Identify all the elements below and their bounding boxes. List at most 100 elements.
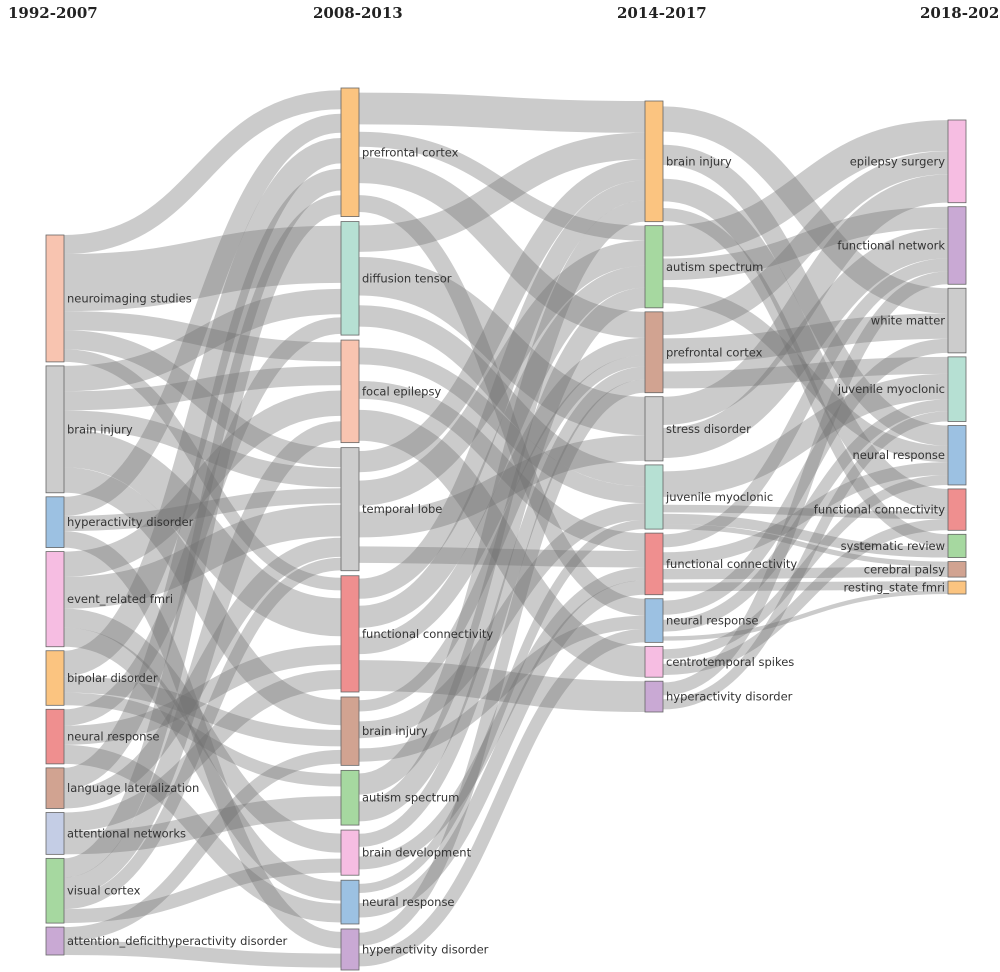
node-c3-functional-network[interactable]	[947, 206, 967, 285]
link-c1-focal-epilepsy-to-c2-juvenile-myoclonic[interactable]	[358, 347, 646, 504]
link-c2-juvenile-myoclonic-to-c3-functional-connectivity[interactable]	[662, 504, 949, 520]
node-c2-functional-connectivity[interactable]	[644, 532, 664, 596]
link-c0-neuroimaging-studies-to-c1-temporal-lobe[interactable]	[63, 330, 342, 468]
link-c0-visual-cortex-to-c1-temporal-lobe[interactable]	[63, 557, 342, 910]
link-c1-diffusion-tensor-to-c2-brain-injury[interactable]	[358, 132, 646, 252]
link-c2-hyperactivity-disorder-to-c3-juvenile-myoclonic[interactable]	[662, 411, 949, 710]
link-c2-stress-disorder-to-c3-epilepsy-surgery[interactable]	[662, 174, 949, 425]
link-c0-event-related-fmri-to-c1-temporal-lobe[interactable]	[63, 504, 342, 609]
link-c1-prefrontal-cortex-to-c2-neural-response[interactable]	[358, 195, 646, 616]
link-c2-juvenile-myoclonic-to-c3-cerebral-palsy[interactable]	[662, 523, 949, 567]
node-c1-focal-epilepsy[interactable]	[340, 339, 360, 444]
link-c0-hyperactivity-disorder-to-c1-hyperactivity-disorder[interactable]	[63, 531, 342, 949]
node-c0-language-lateralization[interactable]	[45, 767, 65, 809]
node-c3-epilepsy-surgery[interactable]	[947, 119, 967, 204]
link-c1-functional-connectivity-to-c2-hyperactivity-disorder[interactable]	[358, 660, 646, 712]
link-c2-prefrontal-cortex-to-c3-juvenile-myoclonic[interactable]	[662, 356, 949, 389]
node-c3-white-matter[interactable]	[947, 287, 967, 354]
link-c1-prefrontal-cortex-to-c2-autism-spectrum[interactable]	[358, 131, 646, 241]
link-c1-brain-injury-to-c2-juvenile-myoclonic[interactable]	[358, 503, 646, 739]
link-c2-centrotemporal-spikes-to-c3-neural-response[interactable]	[662, 475, 949, 659]
link-c2-brain-injury-to-c3-functional-connectivity[interactable]	[662, 178, 949, 512]
node-c1-brain-injury[interactable]	[340, 696, 360, 766]
node-c2-neural-response[interactable]	[644, 598, 664, 643]
link-c0-neuroimaging-studies-to-c1-diffusion-tensor[interactable]	[63, 225, 342, 312]
node-c0-neuroimaging-studies[interactable]	[45, 234, 65, 363]
link-c2-brain-injury-to-c3-systematic-review[interactable]	[662, 208, 949, 548]
link-c2-juvenile-myoclonic-to-c3-systematic-review[interactable]	[662, 513, 949, 558]
link-c2-autism-spectrum-to-c3-epilepsy-surgery[interactable]	[662, 120, 949, 257]
node-c3-neural-response[interactable]	[947, 425, 967, 486]
link-c1-hyperactivity-disorder-to-c2-prefrontal-cortex[interactable]	[358, 379, 646, 946]
link-c1-prefrontal-cortex-to-c2-brain-injury[interactable]	[358, 92, 646, 133]
link-c0-brain-injury-to-c1-functional-connectivity[interactable]	[63, 429, 342, 637]
link-c1-autism-spectrum-to-c2-brain-injury[interactable]	[357, 200, 647, 795]
link-c1-temporal-lobe-to-c2-autism-spectrum[interactable]	[358, 240, 646, 506]
link-c1-brain-injury-to-c2-neural-response[interactable]	[358, 615, 646, 762]
link-c1-hyperactivity-disorder-to-c2-neural-response[interactable]	[358, 629, 646, 967]
link-c0-event-related-fmri-to-c1-neural-response[interactable]	[63, 627, 342, 901]
link-c0-brain-injury-to-c1-brain-injury[interactable]	[63, 467, 342, 726]
link-c2-centrotemporal-spikes-to-c3-functional-connectivity[interactable]	[662, 519, 949, 676]
node-c0-attentional-networks[interactable]	[45, 812, 65, 855]
node-c0-neural-response[interactable]	[45, 708, 65, 765]
node-c0-visual-cortex[interactable]	[45, 857, 65, 924]
link-c0-bipolar-disorder-to-c1-brain-injury[interactable]	[63, 676, 342, 747]
link-c1-focal-epilepsy-to-c2-centrotemporal-spikes[interactable]	[358, 409, 646, 678]
node-c3-systematic-review[interactable]	[947, 533, 967, 558]
link-c0-adhd-to-c1-brain-injury[interactable]	[63, 749, 342, 942]
link-c1-brain-development-to-c2-functional-connectivity[interactable]	[358, 567, 646, 870]
link-c2-prefrontal-cortex-to-c3-epilepsy-surgery[interactable]	[662, 151, 949, 335]
link-c1-focal-epilepsy-to-c2-functional-connectivity[interactable]	[358, 380, 646, 552]
node-c1-prefrontal-cortex[interactable]	[340, 87, 360, 217]
link-c1-diffusion-tensor-to-c2-stress-disorder[interactable]	[358, 257, 646, 436]
link-c0-language-lateralization-to-c1-temporal-lobe[interactable]	[63, 537, 342, 809]
link-c2-neural-response-to-c3-white-matter[interactable]	[662, 338, 949, 615]
link-c0-visual-cortex-to-c1-brain-development[interactable]	[63, 858, 342, 924]
link-c1-functional-connectivity-to-c2-prefrontal-cortex[interactable]	[358, 337, 646, 655]
node-c2-stress-disorder[interactable]	[644, 396, 664, 462]
link-c2-functional-connectivity-to-c3-neural-response[interactable]	[662, 462, 949, 566]
link-c0-neuroimaging-studies-to-c1-prefrontal-cortex[interactable]	[63, 90, 342, 255]
node-c0-bipolar-disorder[interactable]	[45, 650, 65, 706]
link-c1-functional-connectivity-to-c2-autism-spectrum[interactable]	[358, 265, 646, 628]
link-c1-functional-connectivity-to-c2-brain-injury[interactable]	[358, 180, 646, 599]
node-c2-brain-injury[interactable]	[644, 100, 664, 223]
link-c0-visual-cortex-to-c1-focal-epilepsy[interactable]	[63, 421, 342, 897]
link-c2-stress-disorder-to-c3-functional-network[interactable]	[662, 228, 949, 459]
link-c1-temporal-lobe-to-c2-brain-injury[interactable]	[358, 159, 646, 473]
link-c2-neural-response-to-c3-resting-state-fmri[interactable]	[662, 589, 949, 641]
node-c2-prefrontal-cortex[interactable]	[644, 311, 664, 394]
link-c1-temporal-lobe-to-c2-functional-connectivity[interactable]	[358, 546, 646, 568]
link-c2-brain-injury-to-c3-white-matter[interactable]	[662, 106, 949, 314]
link-c0-neuroimaging-studies-to-c1-focal-epilepsy[interactable]	[63, 311, 342, 362]
node-c2-centrotemporal-spikes[interactable]	[644, 645, 664, 678]
link-c0-bipolar-disorder-to-c1-autism-spectrum[interactable]	[63, 692, 342, 787]
link-c1-autism-spectrum-to-c2-autism-spectrum[interactable]	[358, 287, 646, 822]
node-c1-hyperactivity-disorder[interactable]	[340, 928, 360, 971]
link-c2-functional-connectivity-to-c3-functional-network[interactable]	[662, 258, 949, 548]
link-c2-functional-connectivity-to-c3-resting-state-fmri[interactable]	[662, 581, 949, 592]
link-c1-brain-injury-to-c2-prefrontal-cortex[interactable]	[358, 355, 646, 712]
node-c2-juvenile-myoclonic[interactable]	[644, 464, 664, 530]
link-c0-hyperactivity-disorder-to-c1-prefrontal-cortex[interactable]	[63, 113, 342, 516]
node-c3-cerebral-palsy[interactable]	[947, 561, 967, 578]
node-c0-adhd[interactable]	[45, 926, 65, 956]
link-c0-bipolar-disorder-to-c1-prefrontal-cortex[interactable]	[62, 138, 343, 677]
link-c0-visual-cortex-to-c1-prefrontal-cortex[interactable]	[62, 195, 343, 878]
link-c0-language-lateralization-to-c1-prefrontal-cortex[interactable]	[62, 168, 343, 790]
link-c2-neural-response-to-c3-juvenile-myoclonic[interactable]	[662, 399, 949, 632]
node-c0-event-related-fmri[interactable]	[45, 551, 65, 648]
link-c2-brain-injury-to-c3-neural-response[interactable]	[662, 144, 949, 446]
link-c0-attentional-networks-to-c1-autism-spectrum[interactable]	[63, 796, 342, 855]
link-c0-neural-response-to-c1-neural-response[interactable]	[63, 744, 342, 923]
node-c2-hyperactivity-disorder[interactable]	[644, 680, 664, 713]
link-c1-neural-response-to-c2-functional-connectivity[interactable]	[358, 580, 646, 918]
node-c1-neural-response[interactable]	[340, 879, 360, 925]
link-c0-neural-response-to-c1-diffusion-tensor[interactable]	[63, 317, 342, 726]
link-c1-diffusion-tensor-to-c2-juvenile-myoclonic[interactable]	[358, 305, 646, 487]
link-c0-neural-response-to-c1-functional-connectivity[interactable]	[63, 645, 342, 745]
link-c1-prefrontal-cortex-to-c2-prefrontal-cortex[interactable]	[358, 157, 646, 338]
link-c0-hyperactivity-disorder-to-c1-temporal-lobe[interactable]	[63, 488, 342, 532]
node-c0-brain-injury[interactable]	[45, 365, 65, 494]
